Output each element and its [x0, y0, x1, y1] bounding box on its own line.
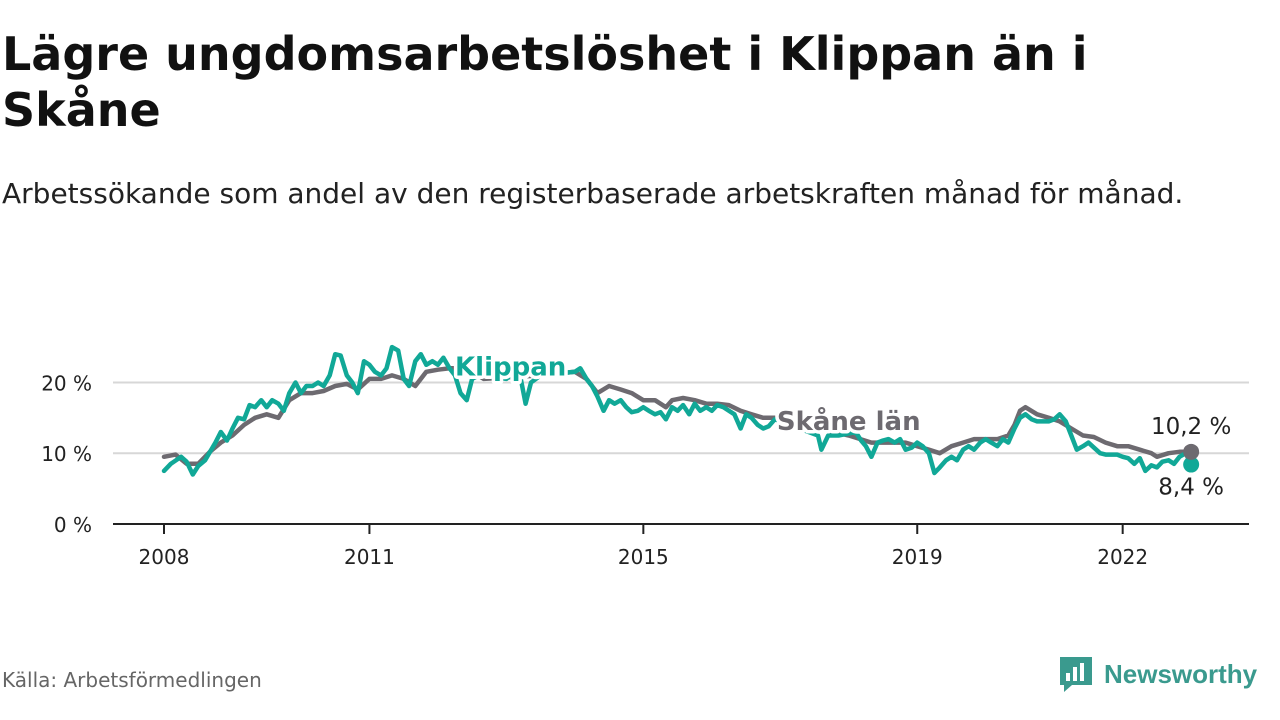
end-dot-skane: [1183, 443, 1200, 460]
x-tick-label: 2019: [892, 545, 943, 569]
series-line-klippan: [161, 344, 1194, 477]
brand-name: Newsworthy: [1104, 658, 1258, 689]
series-label-skane: Skåne län: [777, 405, 921, 437]
series-label-skane-halo: Skåne län: [777, 405, 921, 437]
source-note: Källa: Arbetsförmedlingen: [2, 668, 262, 692]
x-tick-label: 2022: [1097, 545, 1148, 569]
series-lines: [161, 344, 1194, 477]
end-label-klippan: 8,4 %: [1158, 475, 1224, 501]
end-label-skane-halo: 10,2 %: [1151, 414, 1231, 440]
x-tick-label: 2015: [618, 545, 669, 569]
chart-title: Lägre ungdomsarbetslöshet i Klippan än i…: [2, 27, 1088, 137]
y-tick-label: 20 %: [41, 371, 92, 395]
x-tick-label: 2011: [344, 545, 395, 569]
y-tick-label: 0 %: [54, 513, 92, 537]
series-label-klippan-halo: Klippan: [455, 352, 566, 382]
y-tick-label: 10 %: [41, 442, 92, 466]
chart-subtitle: Arbetssökande som andel av den registerb…: [2, 177, 1184, 210]
axes: 0 % 10 % 20 % 2008 2011 2015 2019 2022: [41, 371, 1249, 569]
grid-lines: [113, 381, 1249, 455]
end-label-klippan-halo: 8,4 %: [1158, 475, 1224, 501]
newsworthy-logo-icon: [1060, 657, 1092, 692]
brand-logo[interactable]: Newsworthy: [1058, 654, 1257, 694]
x-tick-label: 2008: [139, 545, 190, 569]
series-line-skane: [161, 366, 1194, 467]
end-label-skane: 10,2 %: [1151, 414, 1231, 440]
end-dot-klippan: [1183, 456, 1200, 473]
series-label-klippan: Klippan: [455, 352, 566, 382]
